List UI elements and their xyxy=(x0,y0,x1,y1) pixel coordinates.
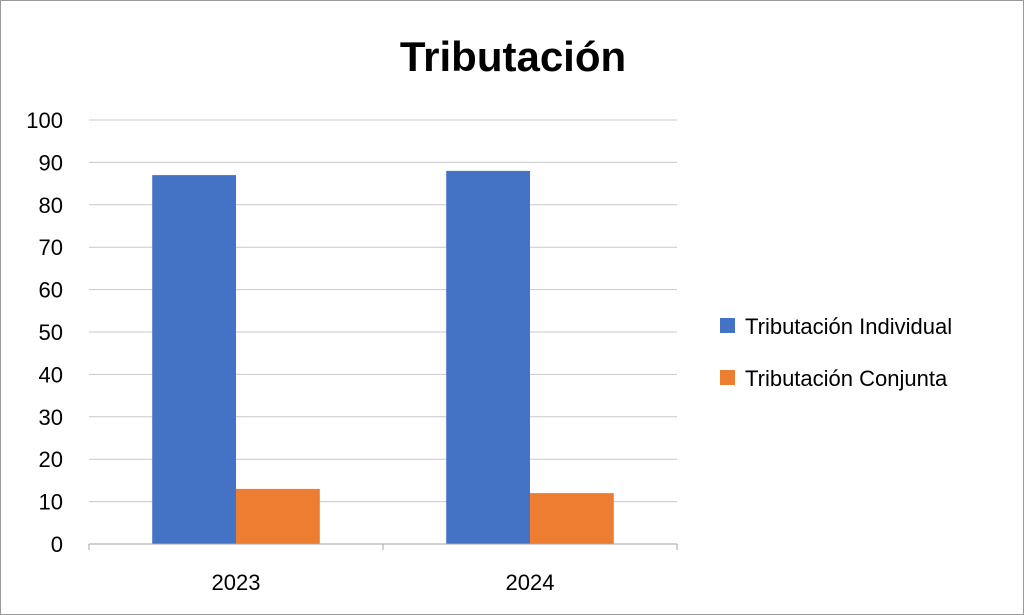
legend: Tributación Individual Tributación Conjun… xyxy=(720,314,952,391)
x-axis-tick-labels: 2023 2024 xyxy=(212,570,555,595)
y-tick-label: 60 xyxy=(39,278,63,303)
y-tick-label: 70 xyxy=(39,235,63,260)
bar-tributaci-n-individual-2023 xyxy=(152,175,236,544)
x-tick-label: 2024 xyxy=(506,570,555,595)
x-axis xyxy=(88,543,678,550)
legend-label: Tributación Individual xyxy=(745,314,952,339)
bar-tributaci-n-individual-2024 xyxy=(446,170,530,544)
legend-swatch xyxy=(720,370,735,385)
y-tick-label: 30 xyxy=(39,405,63,430)
y-tick-label: 40 xyxy=(39,362,63,387)
x-tick-label: 2023 xyxy=(212,570,261,595)
bar-tributaci-n-conjunta-2024 xyxy=(530,493,614,544)
chart-title: Tributación xyxy=(400,33,626,80)
bars xyxy=(152,170,614,544)
legend-label: Tributación Conjunta xyxy=(745,366,948,391)
y-tick-label: 80 xyxy=(39,193,63,218)
y-tick-label: 90 xyxy=(39,150,63,175)
y-tick-label: 10 xyxy=(39,490,63,515)
y-tick-label: 50 xyxy=(39,320,63,345)
y-axis-tick-labels: 0 10 20 30 40 50 60 70 80 90 100 xyxy=(26,108,63,557)
y-tick-label: 100 xyxy=(26,108,63,133)
y-tick-label: 0 xyxy=(51,532,63,557)
legend-swatch xyxy=(720,318,735,333)
bar-tributaci-n-conjunta-2023 xyxy=(236,488,320,544)
y-tick-label: 20 xyxy=(39,447,63,472)
